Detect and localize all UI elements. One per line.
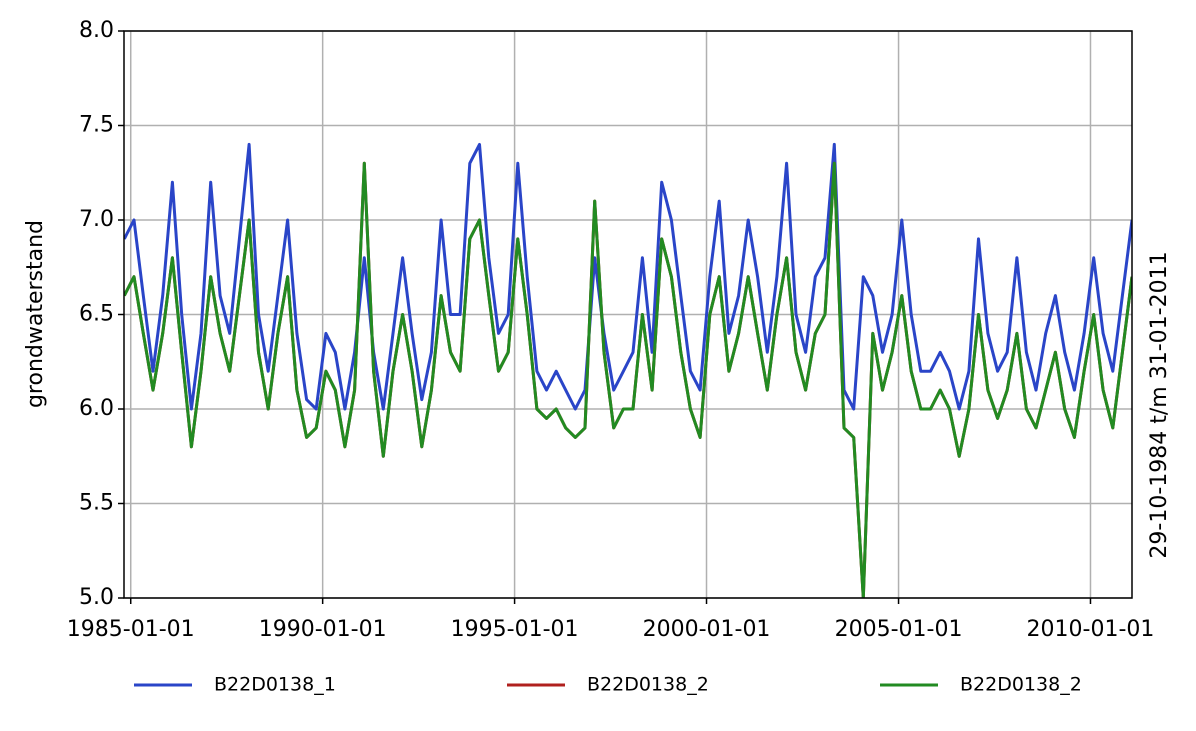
x-tick-label: 2010-01-01 [1027,617,1155,642]
y-axis-label: grondwaterstand [23,220,48,408]
y-tick-label: 5.0 [79,585,114,610]
y-tick-label: 8.0 [79,18,114,43]
y-tick-label: 6.0 [79,396,114,421]
y-tick-label: 7.5 [79,113,114,138]
x-tick-label: 1995-01-01 [451,617,579,642]
date-range-label: 29-10-1984 t/m 31-01-2011 [1147,251,1172,558]
data-line [124,161,1132,598]
x-tick-label: 2000-01-01 [643,617,771,642]
x-tick-label: 1990-01-01 [259,617,387,642]
data-line [124,142,1132,411]
x-tick-label: 1985-01-01 [67,617,195,642]
x-tick-label: 2005-01-01 [835,617,963,642]
legend-label: B22D0138_2 [960,674,1082,696]
data-line [124,161,1132,598]
y-tick-label: 5.5 [79,491,114,516]
legend-label: B22D0138_1 [214,674,336,696]
plot-frame [123,30,1133,599]
y-tick-label: 7.0 [79,207,114,232]
legend-label: B22D0138_2 [587,674,709,696]
y-tick-label: 6.5 [79,302,114,327]
